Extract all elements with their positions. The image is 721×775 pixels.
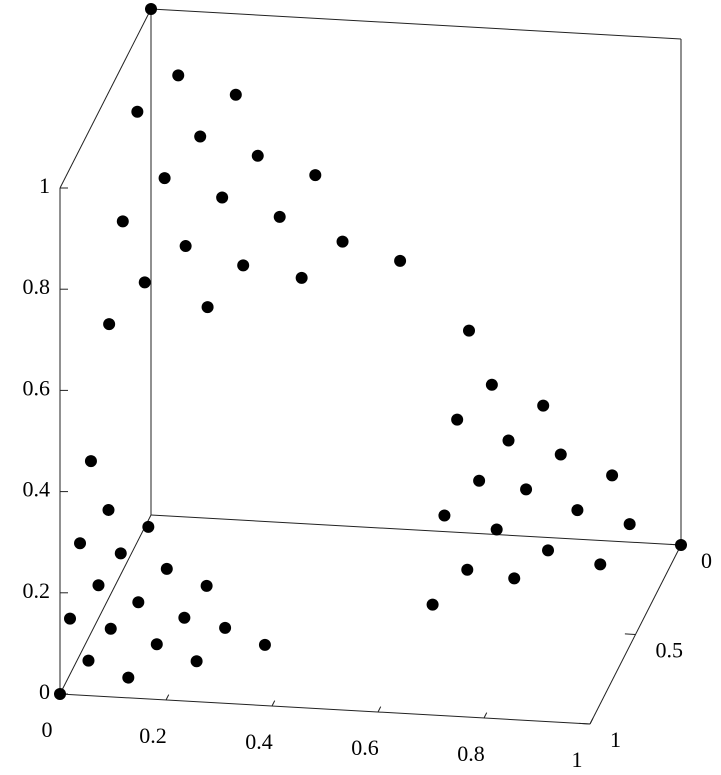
point (473, 474, 486, 487)
z-tick-label: 0.8 (23, 274, 51, 299)
axis-line (59, 8, 152, 189)
point (104, 622, 117, 635)
point (122, 671, 135, 684)
point (132, 596, 145, 609)
y-tick (624, 633, 636, 635)
point (675, 539, 687, 551)
point (258, 638, 271, 651)
x-tick-label: 0.6 (351, 735, 379, 760)
point (74, 537, 87, 550)
point (54, 688, 66, 700)
z-tick-label: 1 (39, 173, 50, 198)
point (451, 413, 464, 426)
point (463, 324, 475, 337)
point (138, 276, 151, 289)
point (160, 562, 173, 575)
point (508, 572, 521, 585)
point (194, 130, 207, 143)
point (142, 520, 155, 533)
x-tick-label: 0 (42, 717, 53, 742)
point (273, 210, 286, 223)
z-tick-label: 0 (39, 679, 50, 704)
point (150, 638, 163, 651)
x-tick-label: 0.8 (457, 741, 485, 766)
x-tick-label: 0.2 (139, 723, 167, 748)
x-tick (589, 718, 594, 725)
point (219, 621, 232, 634)
point (116, 215, 129, 228)
x-tick (165, 694, 170, 701)
x-tick (377, 706, 382, 713)
point (64, 612, 77, 625)
x-tick (483, 712, 488, 719)
axis-line (59, 693, 591, 725)
z-tick-label: 0.6 (23, 375, 51, 400)
point (229, 88, 242, 101)
point (103, 318, 116, 331)
point (114, 547, 127, 560)
z-tick-label: 0.4 (23, 477, 51, 502)
axis-line (150, 8, 682, 40)
point (295, 271, 308, 284)
point (179, 240, 192, 253)
point (190, 655, 203, 668)
point (606, 469, 619, 482)
point (537, 399, 550, 412)
point (594, 558, 607, 571)
x-tick (271, 700, 276, 707)
point (426, 598, 439, 611)
point (131, 105, 144, 118)
point (554, 448, 567, 461)
point (172, 69, 185, 82)
point (158, 172, 171, 185)
point (102, 503, 115, 516)
point (571, 504, 584, 517)
point (145, 3, 157, 15)
point (461, 563, 474, 576)
point (542, 544, 555, 557)
point (623, 518, 636, 531)
x-tick-label: 0.4 (245, 729, 273, 754)
point (520, 483, 533, 496)
point (92, 579, 105, 592)
x-tick-label: 1 (572, 747, 583, 772)
point (309, 169, 322, 182)
axis-line (59, 514, 152, 695)
y-tick-label: 0.5 (656, 638, 684, 663)
point (237, 259, 250, 272)
point (485, 378, 498, 391)
z-tick-label: 0.2 (23, 578, 51, 603)
point (178, 611, 191, 624)
point (490, 523, 503, 536)
point (336, 235, 349, 248)
y-tick-label: 1 (610, 727, 621, 752)
y-tick-label: 0 (701, 548, 712, 573)
point (200, 579, 213, 592)
point (216, 191, 229, 204)
point (251, 149, 264, 162)
y-tick (579, 722, 591, 725)
point (84, 455, 97, 468)
point (201, 301, 214, 314)
point (394, 254, 407, 267)
axis-line (150, 514, 682, 546)
point (438, 509, 451, 522)
point (502, 434, 515, 447)
point (82, 654, 95, 667)
